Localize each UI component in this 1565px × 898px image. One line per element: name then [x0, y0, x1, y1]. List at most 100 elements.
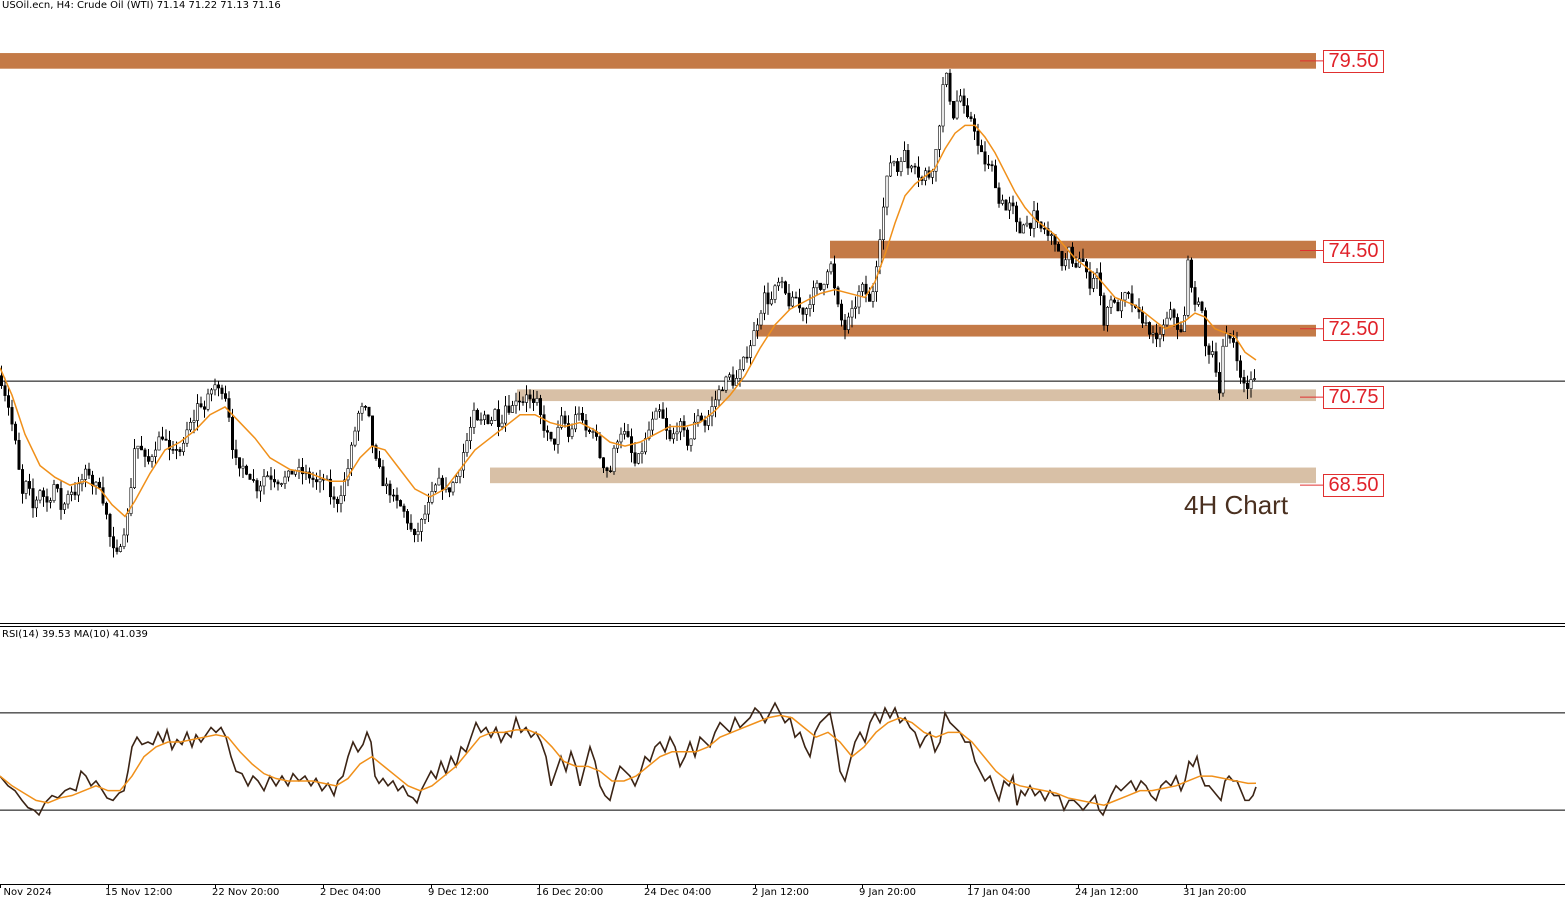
candle	[1092, 271, 1096, 293]
level-label: 74.50	[1323, 239, 1384, 263]
candle	[535, 390, 539, 406]
candle-body	[1169, 309, 1173, 319]
candle	[1011, 195, 1015, 215]
candle	[542, 405, 546, 438]
candle	[1155, 323, 1159, 347]
candle	[70, 486, 74, 502]
candle-body	[941, 84, 945, 127]
candle-body	[255, 480, 259, 492]
candle-body	[349, 444, 353, 469]
candle	[328, 469, 332, 505]
candle-body	[1144, 322, 1148, 324]
candle-body	[587, 429, 591, 432]
candle-body	[542, 414, 546, 431]
candle	[143, 447, 147, 468]
candle-body	[1242, 377, 1246, 384]
candle-body	[1043, 227, 1047, 230]
candle-body	[388, 483, 392, 496]
candle-body	[804, 308, 808, 315]
candle	[563, 410, 567, 428]
candle-body	[1246, 382, 1250, 389]
candle-body	[248, 474, 252, 480]
candle-body	[465, 440, 469, 453]
candle	[689, 438, 693, 452]
candle	[1232, 330, 1236, 348]
x-tick-label: 16 Dec 20:00	[536, 887, 604, 898]
candle-body	[409, 522, 413, 530]
candle-body	[454, 476, 458, 483]
candle	[1193, 280, 1197, 312]
candle-body	[328, 478, 332, 498]
candle-body	[556, 427, 560, 445]
candle	[486, 414, 490, 425]
candle	[482, 410, 486, 425]
candle-body	[391, 494, 395, 497]
candle	[549, 431, 553, 442]
candle-body	[510, 405, 514, 413]
ma-line	[0, 124, 1257, 518]
candle	[1043, 222, 1047, 235]
candle	[66, 490, 70, 509]
candle	[1221, 338, 1225, 397]
candle	[615, 439, 619, 453]
candle	[493, 408, 497, 422]
candle	[286, 470, 290, 482]
candle-body	[1165, 317, 1169, 326]
candle	[468, 416, 472, 450]
candle	[769, 291, 773, 306]
candle	[1242, 369, 1246, 393]
candle	[983, 141, 987, 172]
candle-body	[231, 417, 235, 451]
candle-body	[451, 482, 455, 493]
candle	[951, 100, 955, 120]
candle	[252, 469, 256, 483]
candle	[965, 98, 969, 119]
candle-body	[951, 100, 955, 119]
candle-body	[241, 465, 245, 469]
candle-body	[559, 415, 563, 428]
x-tick-label: 24 Dec 04:00	[644, 887, 712, 898]
candle	[1007, 196, 1011, 219]
candle-body	[479, 419, 483, 421]
candle-body	[997, 187, 1001, 204]
candle	[496, 400, 500, 437]
candle-body	[717, 389, 721, 401]
candle	[1064, 253, 1068, 271]
candle	[1116, 299, 1120, 312]
candle	[377, 450, 381, 469]
rsi-ma-line	[0, 714, 1257, 807]
candle-body	[790, 296, 794, 307]
candle-body	[493, 409, 497, 421]
candle	[34, 496, 38, 518]
candle-body	[283, 476, 287, 484]
candle-body	[62, 503, 66, 510]
candle-body	[1207, 345, 1211, 355]
candle	[1214, 342, 1218, 377]
candle-body	[944, 72, 948, 85]
candle	[1211, 340, 1215, 358]
x-tick-label: 31 Jan 20:00	[1183, 887, 1247, 898]
candle	[1102, 292, 1106, 331]
candle	[545, 425, 549, 441]
candle	[430, 481, 434, 505]
candle-body	[1113, 299, 1117, 303]
candle-body	[769, 299, 773, 305]
candle-body	[853, 306, 857, 309]
candle	[1060, 250, 1064, 271]
candle	[108, 512, 112, 547]
candle-body	[986, 163, 990, 166]
candle-body	[916, 166, 920, 178]
candle-body	[199, 403, 203, 408]
candle	[1130, 285, 1134, 313]
candle-body	[52, 484, 56, 501]
candle-body	[913, 165, 917, 168]
candle	[318, 469, 322, 493]
candle-body	[878, 239, 882, 268]
candle-body	[342, 479, 346, 496]
candle-body	[689, 438, 693, 446]
candle	[948, 69, 952, 105]
candle	[203, 400, 207, 418]
candle	[147, 449, 151, 465]
candle-body	[682, 421, 686, 431]
